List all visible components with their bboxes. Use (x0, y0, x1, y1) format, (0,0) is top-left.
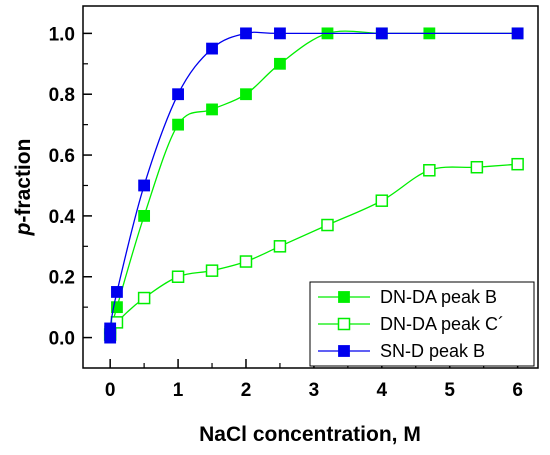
data-point (138, 209, 151, 222)
y-tick-label: 0.0 (49, 329, 75, 350)
data-point (172, 118, 184, 131)
data-point (171, 270, 185, 283)
legend: DN-DA peak B DN-DA peak C´ SN-D peak B (309, 281, 535, 367)
data-point (274, 57, 286, 70)
data-point (511, 27, 524, 40)
y-tick-label: 0.4 (49, 207, 76, 228)
data-point (111, 301, 123, 314)
data-point (470, 160, 484, 174)
data-point (375, 27, 388, 40)
data-point (172, 88, 184, 101)
data-point (138, 179, 151, 192)
data-point (206, 103, 218, 116)
x-axis-title: NaCl concentration, M (199, 423, 421, 446)
series-3 (104, 27, 524, 344)
y-tick-label: 0.8 (49, 85, 75, 106)
legend-marker (338, 291, 350, 303)
data-point (240, 27, 252, 40)
data-point (375, 194, 389, 207)
data-point (206, 42, 218, 55)
x-tick-label: 3 (309, 380, 320, 401)
y-tick-label: 0.6 (49, 146, 75, 167)
series-layer (103, 27, 524, 344)
x-tick-label: 6 (512, 380, 523, 401)
data-point (240, 88, 252, 101)
data-point (205, 264, 219, 277)
legend-entry: SN-D peak B (318, 341, 485, 361)
data-point (111, 286, 123, 298)
y-axis-title-rest: -fraction (12, 139, 35, 223)
data-point (104, 322, 117, 335)
data-point (511, 157, 524, 171)
data-point (423, 164, 436, 177)
legend-items: DN-DA peak B DN-DA peak C´ SN-D peak B (318, 287, 504, 361)
legend-label: DN-DA peak C´ (380, 314, 504, 334)
series-2 (103, 157, 524, 341)
x-tick-label: 2 (241, 380, 252, 401)
data-point (273, 240, 287, 253)
data-point (137, 291, 151, 305)
y-axis-title-italic: p (12, 222, 35, 236)
data-point (321, 218, 334, 232)
x-tick-label: 5 (444, 380, 455, 401)
x-tick-label: 4 (377, 380, 388, 401)
x-tick-label: 0 (105, 380, 116, 401)
legend-entry: DN-DA peak B (318, 287, 497, 307)
y-tick-label: 1.0 (49, 24, 75, 45)
legend-marker (338, 345, 350, 357)
y-tick-label: 0.2 (49, 268, 75, 289)
plot-frame (82, 5, 539, 369)
legend-label: DN-DA peak B (380, 287, 497, 307)
y-axis-ticks: 0.0 0.2 0.4 0.6 0.8 1.0 (49, 24, 92, 350)
data-point (239, 255, 253, 268)
legend-label: SN-D peak B (380, 341, 485, 361)
series-line (109, 31, 518, 338)
data-point (274, 27, 286, 40)
y-axis-title: p-fraction (12, 139, 35, 237)
x-tick-label: 1 (173, 380, 184, 401)
legend-marker (337, 317, 351, 331)
legend-entry: DN-DA peak C´ (318, 314, 504, 334)
